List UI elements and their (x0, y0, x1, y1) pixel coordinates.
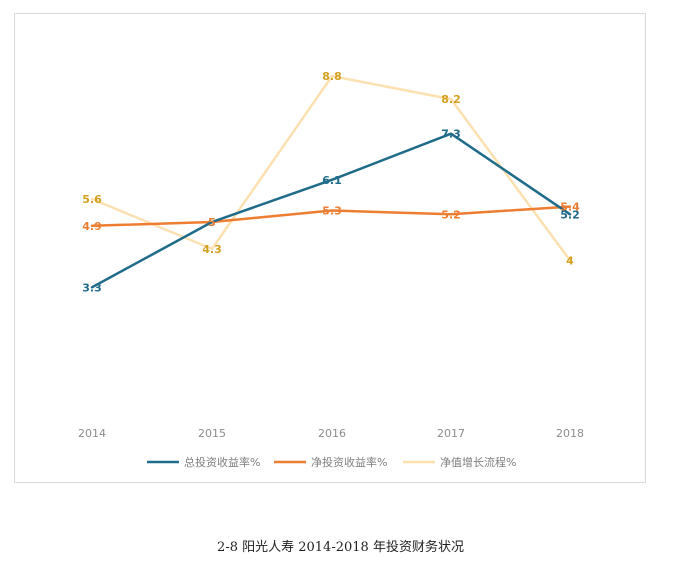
x-tick-label: 2018 (556, 427, 584, 440)
chart-frame: 3.3 5 6.1 7.3 5.2 4.9 5 5.3 5.2 5.4 5.6 4.3 8.8 8.2 4 … (14, 13, 646, 483)
legend-label: 总投资收益率% (184, 455, 260, 469)
data-labels: 3.356.17.35.24.9 55.3 5.25.45.64.38.88.24 (82, 70, 580, 294)
legend-item-1: 总投资收益率% (147, 455, 260, 469)
data-label: 5.6 (82, 193, 102, 206)
data-label: 6.1 (322, 174, 342, 187)
x-tick-label: 2015 (198, 427, 226, 440)
data-label: 5 (208, 216, 216, 229)
legend-item-2: 净投资收益率% (274, 455, 387, 469)
data-label: 8.2 (441, 93, 461, 106)
series-line-3 (90, 74, 572, 262)
x-axis-ticks: 2014 2015 2016 2017 2018 (78, 427, 584, 440)
series-lines (90, 74, 572, 289)
line-chart: 3.356.17.35.24.9 55.3 5.25.45.64.38.88.24 … (78, 70, 584, 469)
legend-label: 净投资收益率% (311, 455, 387, 469)
legend: 总投资收益率% 净投资收益率% 净值增长流程% (147, 455, 516, 469)
legend-label: 净值增长流程% (440, 455, 516, 469)
x-tick-label: 2014 (78, 427, 106, 440)
x-tick-label: 2016 (318, 427, 346, 440)
data-label: 5.2 (560, 208, 580, 221)
data-label: 8.8 (322, 70, 342, 83)
data-label: 3.3 (82, 281, 102, 294)
series-line-1 (90, 132, 572, 289)
x-tick-label: 2017 (437, 427, 465, 440)
figure-caption: 2-8 阳光人寿 2014-2018 年投资财务状况 (217, 540, 464, 555)
series-line-2 (90, 205, 572, 228)
data-label: 4.3 (202, 243, 222, 256)
data-label: 5.3 (322, 205, 342, 218)
data-label: 5 (208, 216, 216, 229)
data-label: 7.3 (441, 128, 461, 141)
data-label: 4 (566, 254, 574, 267)
legend-item-3: 净值增长流程% (403, 455, 516, 469)
data-label: 5.2 (441, 208, 461, 221)
data-label: 5.4 (560, 201, 580, 214)
data-label: 4.9 (82, 220, 102, 233)
